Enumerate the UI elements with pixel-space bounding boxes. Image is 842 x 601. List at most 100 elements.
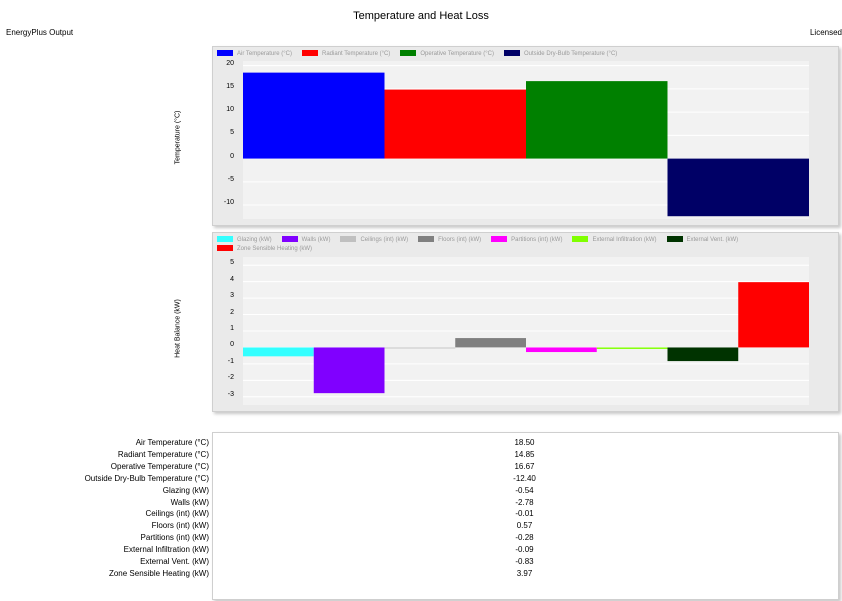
table-row-value: 18.50 bbox=[514, 438, 535, 447]
heat-balance-bar-ceilings-int-kw bbox=[384, 347, 456, 349]
license-label: Licensed bbox=[809, 28, 842, 37]
temperature-legend-swatch bbox=[217, 50, 233, 57]
table-row-value: -0.09 bbox=[515, 545, 534, 555]
temperature-legend-swatch bbox=[301, 50, 318, 57]
table-row-label: Zone Sensible Heating (kW) bbox=[108, 568, 209, 578]
heat-balance-bar-external-infiltration-kw bbox=[596, 347, 668, 349]
temperature-bar-air-temperature-c bbox=[243, 72, 385, 159]
heat-balance-y-tick-label: 3 bbox=[230, 292, 234, 300]
heat-balance-legend-swatch bbox=[340, 236, 357, 243]
heat-balance-legend-item: Walls (kW) bbox=[281, 236, 331, 245]
temperature-y-tick-label: -10 bbox=[223, 199, 234, 207]
table-row-label: External Vent. (kW) bbox=[140, 557, 209, 566]
temperature-chart: Air Temperature (°C) Radiant Temperature … bbox=[212, 46, 839, 226]
table-row-label: Outside Dry-Bulb Temperature (°C) bbox=[84, 473, 209, 483]
temperature-y-axis-label: Temperature (°C) bbox=[174, 110, 182, 165]
table-row-value: -0.83 bbox=[515, 557, 534, 566]
heat-balance-legend-label: Partitions (int) (kW) bbox=[511, 237, 563, 243]
heat-balance-legend-label: External Vent. (kW) bbox=[686, 237, 739, 243]
table-row-label: External Infiltration (kW) bbox=[123, 545, 209, 555]
temperature-legend-swatch bbox=[400, 50, 417, 57]
heat-balance-legend-label: Glazing (kW) bbox=[237, 237, 272, 243]
temperature-bar-operative-temperature-c bbox=[526, 81, 668, 159]
table-row-label: Air Temperature (°C) bbox=[135, 438, 209, 447]
heat-balance-y-tick-label: 1 bbox=[230, 325, 234, 332]
temperature-bar-outside-dry-bulb-temperature-c bbox=[667, 158, 809, 217]
heat-balance-bar-partitions-int-kw bbox=[526, 347, 597, 353]
temperature-y-tick-label: -5 bbox=[227, 175, 234, 183]
table-row-label: Glazing (kW) bbox=[162, 485, 209, 495]
table-row-value: -0.54 bbox=[515, 485, 534, 495]
table-row-value: 14.85 bbox=[514, 449, 535, 459]
temperature-y-tick-label: 20 bbox=[226, 59, 234, 67]
heat-balance-y-tick-label: -1 bbox=[227, 357, 234, 365]
heat-balance-legend-item: External Infiltration (kW) bbox=[572, 236, 657, 245]
heat-balance-bar-floors-int-kw bbox=[455, 338, 526, 348]
heat-balance-legend-swatch bbox=[418, 236, 435, 243]
heat-balance-legend-item: Ceilings (int) (kW) bbox=[340, 236, 408, 245]
heat-balance-y-tick-label: 2 bbox=[230, 308, 234, 316]
table-row-label: Ceilings (int) (kW) bbox=[145, 509, 209, 519]
table-row-value: -0.28 bbox=[515, 533, 534, 543]
heat-balance-y-tick-label: 5 bbox=[230, 259, 234, 267]
temperature-legend-item: Outside Dry-Bulb Temperature (°C) bbox=[503, 50, 618, 59]
heat-balance-bar-walls-kw bbox=[313, 347, 385, 394]
heat-balance-bar-zone-sensible-heating-kw bbox=[738, 282, 809, 348]
heat-balance-legend-label: Walls (kW) bbox=[301, 237, 331, 243]
heat-balance-bar-external-vent-kw bbox=[667, 347, 739, 362]
heat-balance-legend-item: Zone Sensible Heating (kW) bbox=[217, 245, 312, 254]
table-row-label: Walls (kW) bbox=[170, 497, 209, 507]
heat-balance-legend-swatch bbox=[491, 236, 508, 243]
heat-balance-legend-label: Floors (int) (kW) bbox=[438, 237, 482, 243]
heat-balance-legend-swatch bbox=[572, 236, 589, 243]
table-row-value: 0.57 bbox=[516, 521, 533, 531]
table-row-value: -0.01 bbox=[515, 509, 534, 519]
heat-balance-y-tick-label: -2 bbox=[227, 374, 234, 382]
heat-balance-bar-glazing-kw bbox=[243, 347, 314, 357]
heat-balance-legend-swatch bbox=[217, 236, 233, 243]
temperature-legend-swatch bbox=[503, 50, 520, 57]
table-row-value: 16.67 bbox=[514, 461, 535, 471]
table-row-value: -2.78 bbox=[515, 497, 534, 507]
heat-balance-legend-label: External Infiltration (kW) bbox=[592, 237, 657, 243]
temperature-plot bbox=[243, 61, 809, 219]
heat-balance-chart: Glazing (kW) Walls (kW) Ceilings (int) (kW… bbox=[212, 232, 839, 412]
temperature-y-tick-label: 5 bbox=[230, 129, 234, 137]
app-label: EnergyPlus Output bbox=[6, 28, 74, 37]
heat-balance-legend-item: Floors (int) (kW) bbox=[418, 236, 481, 245]
page-title: Temperature and Heat Loss bbox=[353, 10, 489, 22]
temperature-legend-label: Operative Temperature (°C) bbox=[420, 51, 494, 57]
temperature-legend-label: Air Temperature (°C) bbox=[237, 51, 292, 57]
heat-balance-legend-item: External Vent. (kW) bbox=[666, 236, 739, 245]
temperature-legend-item: Operative Temperature (°C) bbox=[400, 50, 494, 59]
heat-balance-legend-swatch bbox=[217, 245, 233, 252]
temperature-y-tick-label: 0 bbox=[230, 152, 234, 160]
heat-balance-y-tick-label: 0 bbox=[230, 341, 234, 349]
heat-balance-legend-item: Glazing (kW) bbox=[217, 236, 272, 245]
temperature-legend: Air Temperature (°C) Radiant Temperature … bbox=[217, 50, 834, 59]
temperature-y-tick-label: 15 bbox=[226, 82, 234, 90]
heat-balance-legend-label: Zone Sensible Heating (kW) bbox=[237, 246, 313, 252]
temperature-legend-item: Radiant Temperature (°C) bbox=[301, 50, 391, 59]
temperature-y-tick-label: 10 bbox=[226, 106, 234, 114]
temperature-legend-label: Outside Dry-Bulb Temperature (°C) bbox=[523, 51, 618, 57]
table-row-label: Operative Temperature (°C) bbox=[110, 461, 209, 471]
heat-balance-plot bbox=[243, 257, 809, 405]
heat-balance-y-axis-label: Heat Balance (kW) bbox=[174, 299, 182, 358]
heat-balance-legend-label: Ceilings (int) (kW) bbox=[360, 237, 409, 243]
heat-balance-legend-swatch bbox=[666, 236, 683, 243]
heat-balance-legend-swatch bbox=[281, 236, 298, 243]
table-row-value: 3.97 bbox=[516, 568, 533, 578]
table-row-label: Partitions (int) (kW) bbox=[140, 533, 209, 543]
table-row-value: -12.40 bbox=[513, 473, 536, 483]
heat-balance-y-tick-label: -3 bbox=[227, 390, 234, 398]
heat-balance-legend: Glazing (kW) Walls (kW) Ceilings (int) (kW… bbox=[217, 236, 834, 254]
table-row-label: Radiant Temperature (°C) bbox=[117, 449, 209, 459]
values-table bbox=[212, 432, 839, 600]
temperature-legend-item: Air Temperature (°C) bbox=[217, 50, 292, 59]
heat-balance-legend-item: Partitions (int) (kW) bbox=[491, 236, 562, 245]
temperature-bar-radiant-temperature-c bbox=[384, 89, 526, 159]
heat-balance-y-tick-label: 4 bbox=[230, 275, 234, 283]
temperature-legend-label: Radiant Temperature (°C) bbox=[321, 51, 391, 57]
table-row-label: Floors (int) (kW) bbox=[151, 521, 209, 531]
